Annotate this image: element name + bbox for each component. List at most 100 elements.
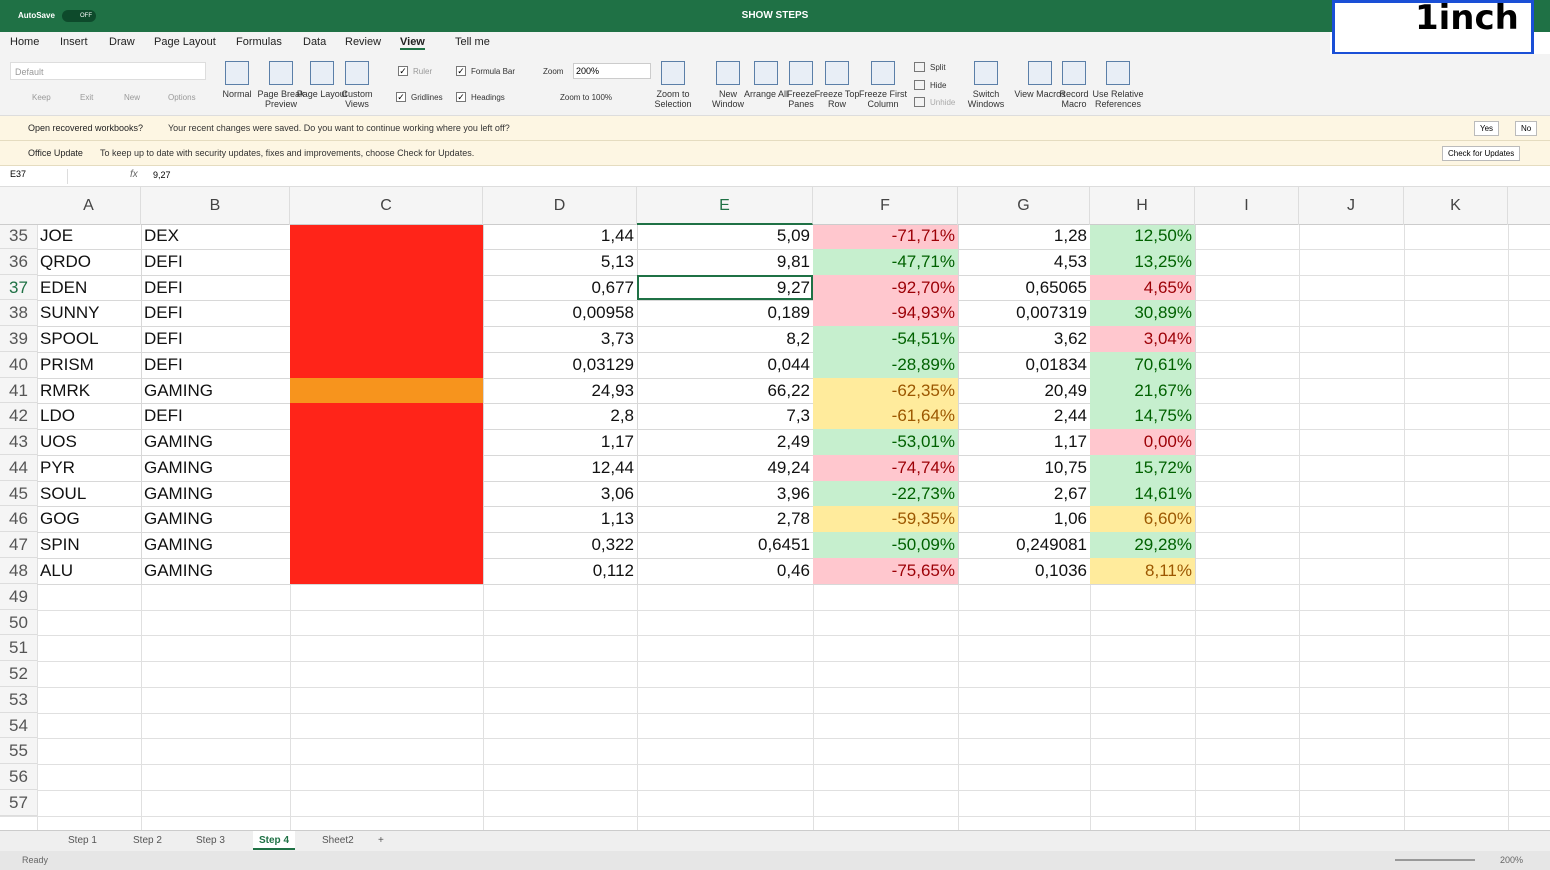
view-button[interactable]: Page Break Preview <box>255 58 307 114</box>
sheet-view-button[interactable]: Keep <box>32 93 51 102</box>
notice-button[interactable]: No <box>1515 121 1538 136</box>
zoom-slider[interactable] <box>1395 859 1475 861</box>
sheet-tab[interactable]: Step 4 <box>253 831 296 850</box>
cell: 6,60% <box>1090 506 1196 534</box>
view-button[interactable]: Custom Views <box>331 58 383 114</box>
column-header[interactable]: E <box>637 187 813 225</box>
selected-cell[interactable] <box>637 274 813 301</box>
cell: SUNNY <box>37 300 142 328</box>
sheet-tab[interactable]: Sheet2 <box>322 835 354 846</box>
column-header[interactable]: C <box>290 187 483 225</box>
column-header[interactable]: F <box>813 187 958 225</box>
window-button[interactable]: Freeze Panes <box>775 58 827 114</box>
macro-button[interactable]: Record Macro <box>1048 58 1100 114</box>
menu-tab[interactable]: Data <box>303 36 327 48</box>
split-label[interactable]: Unhide <box>930 98 956 107</box>
cell <box>290 558 484 585</box>
sheet-tab[interactable]: Step 2 <box>133 835 162 846</box>
checkbox[interactable]: ✓ <box>396 92 406 102</box>
row-line <box>0 789 1550 791</box>
zoom-box[interactable]: 200% <box>573 63 651 79</box>
column-header[interactable]: H <box>1090 187 1195 225</box>
column-header[interactable]: J <box>1299 187 1404 225</box>
cell: 2,78 <box>637 506 814 534</box>
column-header[interactable]: D <box>483 187 637 225</box>
zoom-selection[interactable]: Zoom to Selection <box>647 58 699 114</box>
sheet-view-button[interactable]: Options <box>168 93 196 102</box>
cell: 0,1036 <box>958 558 1091 585</box>
window-button[interactable]: Arrange All <box>740 58 792 114</box>
split-label[interactable]: Split <box>930 63 946 72</box>
button-label: New Window <box>711 89 744 109</box>
checkbox[interactable]: ✓ <box>456 66 466 76</box>
menu-tab[interactable]: Insert <box>60 36 88 48</box>
row-number: 40 <box>0 351 37 378</box>
checkbox[interactable]: ✓ <box>456 92 466 102</box>
sheet-view-button[interactable]: Exit <box>80 93 94 102</box>
menu-tab[interactable]: Tell me <box>455 36 490 48</box>
cell: 5,09 <box>637 223 814 250</box>
view-button[interactable]: Page Layout <box>296 58 348 114</box>
menu-tab[interactable]: Formulas <box>236 36 282 48</box>
sheet-tab[interactable]: Step 3 <box>196 835 225 846</box>
macro-button[interactable]: View Macros <box>1014 58 1066 114</box>
menu-tab[interactable]: View <box>400 36 425 50</box>
cell: -59,35% <box>813 506 959 534</box>
button-label: Freeze Panes <box>786 89 815 109</box>
zoom-100[interactable]: Zoom to 100% <box>560 93 613 102</box>
cell <box>290 506 484 534</box>
window-button[interactable]: Freeze Top Row <box>811 58 863 114</box>
menu-tab[interactable]: Draw <box>109 36 135 48</box>
cell: -54,51% <box>813 326 959 353</box>
row-line <box>0 764 1550 766</box>
sheet-tab[interactable]: Step 1 <box>68 835 97 846</box>
menu-tab[interactable]: Page Layout <box>154 36 216 48</box>
icon <box>974 61 998 85</box>
cell <box>290 403 484 431</box>
window-button[interactable]: Freeze First Column <box>857 58 909 114</box>
view-button[interactable]: Normal <box>211 58 263 114</box>
cell <box>290 351 484 379</box>
cell: GAMING <box>141 532 291 559</box>
cell: JOE <box>37 223 142 250</box>
column-header[interactable]: K <box>1404 187 1508 225</box>
row-line <box>0 635 1550 637</box>
window-button[interactable]: New Window <box>702 58 754 114</box>
column-header[interactable]: A <box>37 187 141 225</box>
column-header[interactable]: I <box>1195 187 1299 225</box>
style-box[interactable]: Default <box>10 62 206 80</box>
cell: 12,44 <box>483 454 638 482</box>
cell: -74,74% <box>813 454 959 482</box>
name-box[interactable]: E37 <box>6 169 68 184</box>
sheet-view-button[interactable]: New <box>124 93 141 102</box>
menu-tab[interactable]: Home <box>10 36 40 48</box>
cell: -75,65% <box>813 558 959 585</box>
cell: -62,35% <box>813 377 959 405</box>
notice-button[interactable]: Check for Updates <box>1442 146 1521 161</box>
cell: UOS <box>37 429 142 456</box>
cell: 70,61% <box>1090 351 1196 379</box>
checkbox[interactable]: ✓ <box>398 66 408 76</box>
formula-value[interactable]: 9,27 <box>153 170 171 180</box>
row-line <box>0 738 1550 740</box>
cell: DEFI <box>141 403 291 431</box>
menu-tab[interactable]: Review <box>345 36 382 48</box>
cell: GAMING <box>141 558 291 585</box>
cell: 12,50% <box>1090 223 1196 250</box>
split-label[interactable]: Hide <box>930 81 947 90</box>
icon <box>310 61 334 85</box>
autosave-toggle[interactable]: OFF <box>62 10 96 22</box>
column-header[interactable]: B <box>141 187 290 225</box>
row-number: 43 <box>0 429 37 455</box>
switch-windows[interactable]: Switch Windows <box>960 58 1012 114</box>
sheet-tab[interactable]: + <box>378 835 384 846</box>
column-header[interactable]: G <box>958 187 1090 225</box>
cell: 9,81 <box>637 248 814 276</box>
icon <box>225 61 249 85</box>
row-number: 56 <box>0 764 37 790</box>
icon <box>661 61 685 85</box>
menu-bar <box>0 32 1330 54</box>
notice-button[interactable]: Yes <box>1474 121 1500 136</box>
macro-button[interactable]: Use Relative References <box>1092 58 1144 114</box>
icon <box>1106 61 1130 85</box>
